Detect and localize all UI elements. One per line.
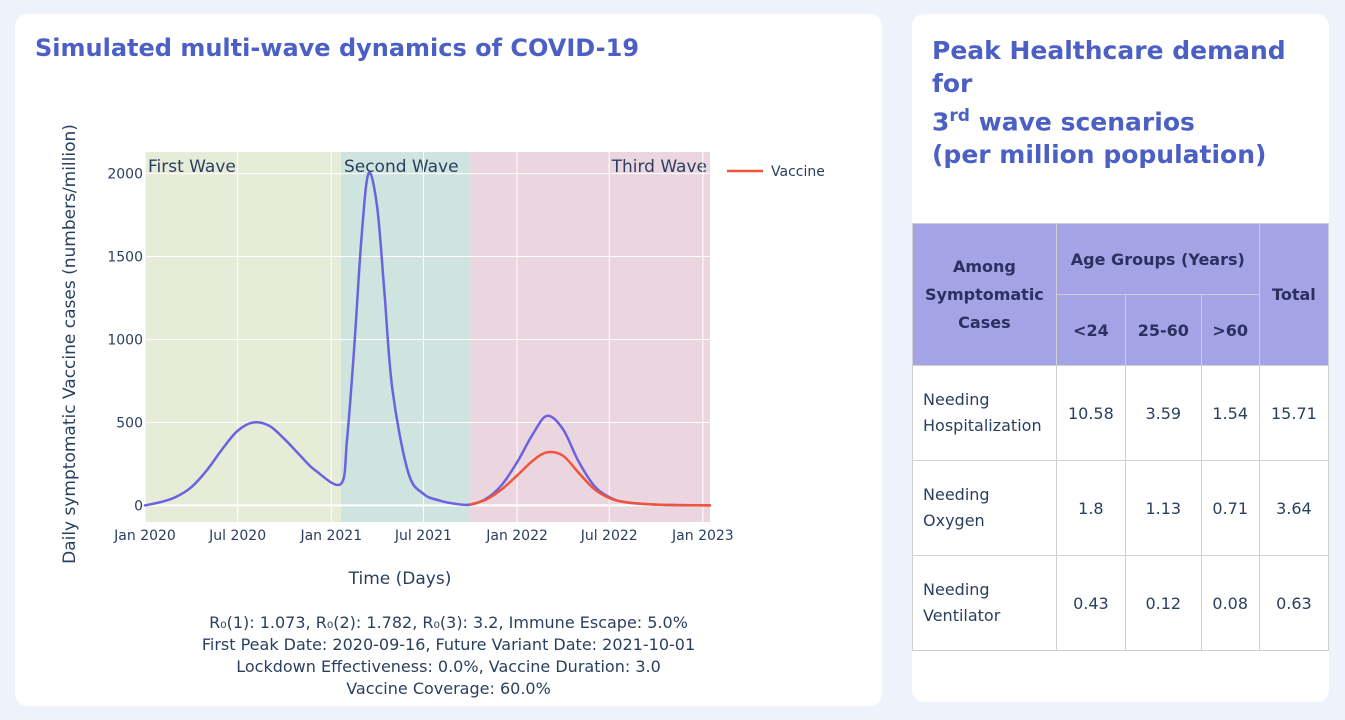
table-cell: 1.13	[1124, 460, 1202, 556]
chart-card: Simulated multi-wave dynamics of COVID-1…	[15, 14, 882, 706]
header-age-groups: Age Groups (Years)	[1055, 223, 1260, 295]
wave-region-label: First Wave	[148, 157, 236, 177]
y-tick-label: 2000	[107, 167, 143, 183]
x-tick-label: Jan 2023	[671, 528, 734, 544]
table-title: Peak Healthcare demand for 3rd wave scen…	[932, 34, 1322, 171]
row-label-line: Ventilator	[923, 606, 1001, 625]
x-tick-label: Jan 2021	[299, 528, 362, 544]
annotation-line-4: Vaccine Coverage: 60.0%	[346, 679, 551, 698]
x-tick-label: Jul 2021	[394, 528, 452, 544]
y-tick-label: 500	[116, 415, 143, 431]
row-label-line: Needing	[923, 485, 990, 504]
row-label-hospitalization: Needing Hospitalization	[912, 365, 1057, 461]
header-total: Total	[1258, 223, 1329, 366]
chart-ticks: 0 500 1000 1500 2000 Jan 2020 Jul 2020 Jan 2021…	[107, 167, 733, 544]
table-row: Needing Ventilator 0.43 0.12 0.08 0.63	[912, 555, 1329, 651]
table-cell: 0.12	[1124, 555, 1202, 651]
header-age-25-60: 25-60	[1124, 294, 1202, 366]
table-cell: 0.08	[1200, 555, 1260, 651]
row-label-line: Needing	[923, 390, 990, 409]
y-tick-label: 1000	[107, 332, 143, 348]
legend-label: Vaccine	[771, 164, 825, 180]
wave-regions: First Wave Second Wave Third Wave	[145, 152, 710, 522]
chart-grid	[144, 152, 710, 522]
series-line-total	[143, 171, 712, 507]
table-row: Needing Oxygen 1.8 1.13 0.71 3.64	[912, 460, 1329, 556]
title-line-2-rest: wave scenarios	[969, 107, 1195, 137]
table-title-line-1: Peak Healthcare demand for	[932, 36, 1286, 98]
header-age-lt24: <24	[1055, 294, 1126, 366]
row-label-ventilator: Needing Ventilator	[912, 555, 1057, 651]
wave-region-label: Second Wave	[344, 157, 459, 177]
wave-region-3	[470, 152, 710, 522]
wave-region-1	[145, 152, 341, 522]
series-line-vaccine	[469, 450, 712, 507]
table-cell: 1.54	[1200, 365, 1260, 461]
header-age-gt60: >60	[1200, 294, 1260, 366]
y-tick-label: 0	[134, 498, 143, 514]
x-tick-label: Jan 2022	[485, 528, 548, 544]
table-cell-total: 15.71	[1258, 365, 1329, 461]
y-axis-label: Daily symptomatic Vaccine cases (numbers…	[60, 124, 80, 564]
wave-chart[interactable]: First Wave Second Wave Third Wave 0 500 1000…	[15, 14, 882, 706]
x-axis-label: Time (Days)	[348, 569, 452, 589]
chart-lines	[143, 171, 712, 507]
chart-title: Simulated multi-wave dynamics of COVID-1…	[35, 34, 640, 62]
chart-legend: Vaccine	[727, 164, 825, 180]
header-among-line-3: Cases	[958, 312, 1011, 332]
table-title-line-3: (per million population)	[932, 140, 1267, 170]
y-tick-label: 1500	[107, 250, 143, 266]
annotation-line-3: Lockdown Effectiveness: 0.0%, Vaccine Du…	[236, 657, 661, 676]
row-label-line: Hospitalization	[923, 416, 1042, 435]
row-label-oxygen: Needing Oxygen	[912, 460, 1057, 556]
table-cell: 0.71	[1200, 460, 1260, 556]
title-ordinal-number: 3	[932, 107, 950, 137]
table-cell: 10.58	[1055, 365, 1126, 461]
table-cell-total: 0.63	[1258, 555, 1329, 651]
table-cell: 1.8	[1055, 460, 1126, 556]
x-tick-label: Jan 2020	[113, 528, 176, 544]
annotation-line-1: R₀(1): 1.073, R₀(2): 1.782, R₀(3): 3.2, …	[209, 613, 688, 632]
header-among-line-2: Symptomatic	[924, 284, 1044, 304]
healthcare-demand-table: Among Symptomatic Cases Age Groups (Year…	[912, 223, 1329, 651]
header-among-cases: Among Symptomatic Cases	[912, 223, 1057, 366]
row-label-line: Oxygen	[923, 511, 985, 530]
table-row: Needing Hospitalization 10.58 3.59 1.54 …	[912, 365, 1329, 461]
wave-region-label: Third Wave	[611, 157, 707, 177]
header-among-line-1: Among	[952, 256, 1016, 276]
x-tick-label: Jul 2020	[208, 528, 266, 544]
title-ordinal-suffix: rd	[949, 106, 970, 126]
table-title-line-2: 3rd wave scenarios	[932, 100, 1322, 138]
table-cell: 0.43	[1055, 555, 1126, 651]
x-tick-label: Jul 2022	[580, 528, 638, 544]
table-cell-total: 3.64	[1258, 460, 1329, 556]
annotation-line-2: First Peak Date: 2020-09-16, Future Vari…	[201, 635, 696, 654]
table-cell: 3.59	[1124, 365, 1202, 461]
row-label-line: Needing	[923, 580, 990, 599]
table-card: Peak Healthcare demand for 3rd wave scen…	[912, 14, 1329, 702]
